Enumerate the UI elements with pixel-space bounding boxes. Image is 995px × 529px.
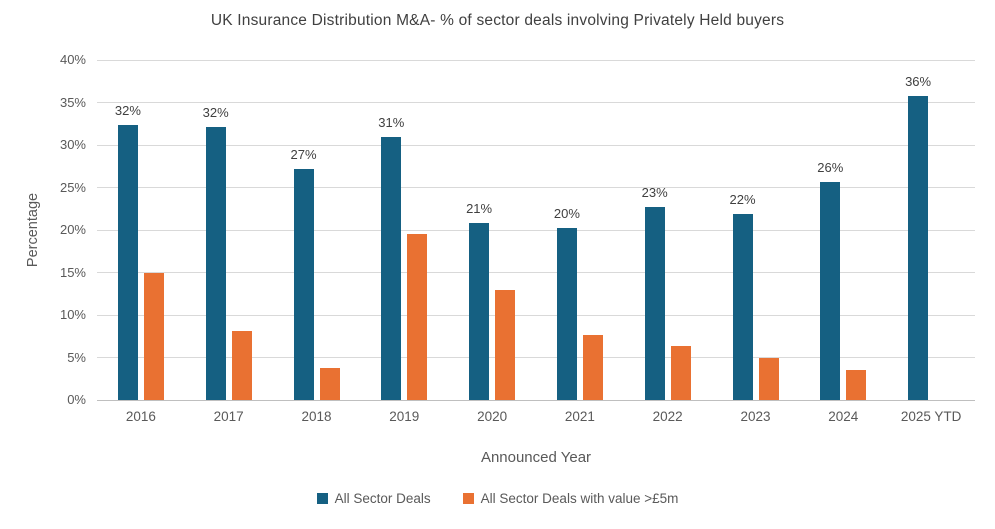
gridline — [97, 187, 975, 188]
gridline — [97, 144, 975, 146]
x-tick-label: 2021 — [564, 409, 595, 424]
y-tick-label: 30% — [59, 137, 86, 152]
bar-value-label: 21% — [466, 201, 493, 217]
bar-deals-over-5m — [319, 367, 340, 400]
x-axis-title: Announced Year — [480, 449, 592, 466]
gridline — [97, 314, 975, 316]
bar-value-label: 32% — [202, 105, 229, 121]
legend-swatch-deals-over-5m — [462, 493, 474, 504]
bar-deals-over-5m — [582, 335, 603, 400]
x-tick-label: 2020 — [477, 409, 508, 424]
x-tick-label: 2024 — [828, 409, 859, 424]
bar-all-sector-deals — [820, 181, 841, 400]
gridline — [97, 357, 975, 358]
x-tick-label: 2018 — [301, 409, 332, 424]
bar-all-sector-deals — [908, 95, 929, 400]
bar-deals-over-5m — [758, 357, 779, 400]
x-tick-label: 2023 — [740, 409, 771, 424]
bar-value-label: 32% — [114, 102, 141, 118]
bar-all-sector-deals — [556, 228, 577, 400]
bar-value-label: 36% — [905, 73, 932, 89]
y-tick-label: 20% — [59, 222, 86, 237]
x-tick-label: 2017 — [213, 409, 244, 424]
y-tick-label: 0% — [67, 392, 86, 407]
bar-deals-over-5m — [846, 370, 867, 400]
legend-item-all-sector-deals: All Sector Deals — [316, 491, 431, 506]
chart-title: UK Insurance Distribution M&A- % of sect… — [210, 12, 785, 29]
bar-value-label: 20% — [553, 206, 580, 222]
y-tick-label: 35% — [59, 94, 86, 110]
x-tick-label: 2025 YTD — [900, 409, 962, 424]
bar-deals-over-5m — [231, 331, 252, 400]
bar-value-label: 26% — [817, 159, 844, 175]
y-tick-label: 25% — [59, 179, 86, 195]
x-tick-label: 2019 — [389, 409, 420, 424]
legend: All Sector Deals All Sector Deals with v… — [0, 491, 995, 506]
x-axis-line — [97, 399, 975, 401]
bar-value-label: 27% — [290, 146, 317, 162]
gridline — [97, 59, 975, 61]
bar-all-sector-deals — [732, 213, 753, 400]
x-tick-label: 2016 — [125, 409, 156, 424]
bar-all-sector-deals — [205, 127, 226, 400]
bar-value-label: 23% — [641, 185, 668, 201]
legend-label-all-sector-deals: All Sector Deals — [334, 491, 431, 506]
bar-all-sector-deals — [381, 137, 402, 400]
bar-deals-over-5m — [670, 346, 691, 400]
gridline — [97, 272, 975, 273]
gridline — [97, 102, 975, 103]
gridline — [97, 229, 975, 231]
bar-all-sector-deals — [469, 223, 490, 400]
legend-swatch-all-sector-deals — [316, 493, 328, 504]
bar-all-sector-deals — [293, 168, 314, 400]
y-tick-label: 40% — [59, 52, 86, 67]
legend-label-deals-over-5m: All Sector Deals with value >£5m — [480, 491, 679, 506]
bar-all-sector-deals — [644, 207, 665, 400]
y-tick-label: 10% — [59, 307, 86, 322]
bar-value-label: 22% — [729, 191, 756, 207]
y-tick-label: 5% — [67, 349, 86, 365]
y-tick-label: 15% — [59, 264, 86, 280]
bar-deals-over-5m — [495, 290, 516, 400]
bar-deals-over-5m — [143, 273, 164, 400]
bar-value-label: 31% — [378, 115, 405, 131]
x-tick-label: 2022 — [652, 409, 683, 424]
legend-item-deals-over-5m: All Sector Deals with value >£5m — [462, 491, 679, 506]
bar-deals-over-5m — [407, 234, 428, 400]
bar-all-sector-deals — [117, 124, 138, 400]
